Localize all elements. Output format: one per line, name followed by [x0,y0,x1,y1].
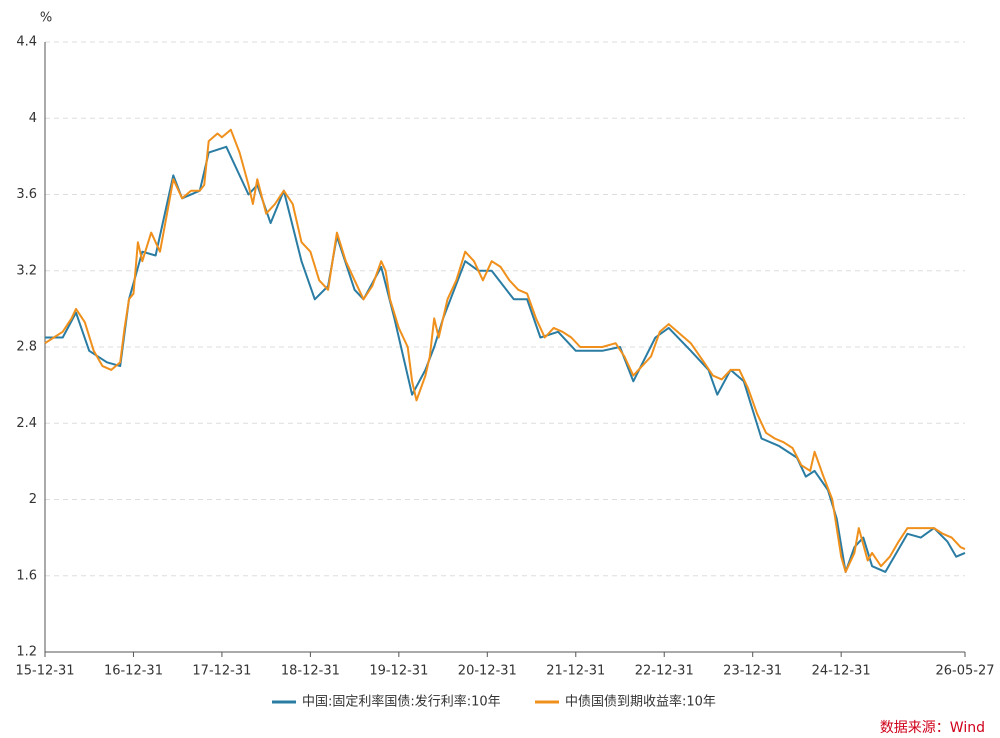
y-tick-label: 1.2 [16,645,37,660]
y-tick-label: 2.8 [16,340,37,355]
x-tick-label: 20-12-31 [458,664,517,679]
legend-label: 中债国债到期收益率:10年 [565,694,716,710]
series-line [44,128,966,573]
y-tick-label: 1.6 [16,568,37,583]
x-tick-label: 18-12-31 [281,664,340,679]
legend-label: 中国:固定利率国债:发行利率:10年 [302,694,501,710]
x-tick-label: 15-12-31 [15,664,74,679]
x-tick-label: 16-12-31 [104,664,163,679]
x-tick-label: 26-05-27 [935,664,994,679]
y-unit: % [40,11,52,26]
y-tick-label: 2 [29,492,37,507]
y-tick-label: 2.4 [16,416,37,431]
x-tick-label: 21-12-31 [546,664,605,679]
y-tick-label: 3.2 [16,263,37,278]
y-tick-label: 4 [29,111,37,126]
y-tick-label: 4.4 [16,35,37,50]
x-tick-label: 24-12-31 [812,664,871,679]
source: 数据来源：Wind [880,720,985,736]
series-line [45,145,966,573]
y-tick-label: 3.6 [16,187,37,202]
x-tick-label: 23-12-31 [723,664,782,679]
x-tick-label: 17-12-31 [192,664,251,679]
x-tick-label: 19-12-31 [369,664,428,679]
x-tick-label: 22-12-31 [635,664,694,679]
